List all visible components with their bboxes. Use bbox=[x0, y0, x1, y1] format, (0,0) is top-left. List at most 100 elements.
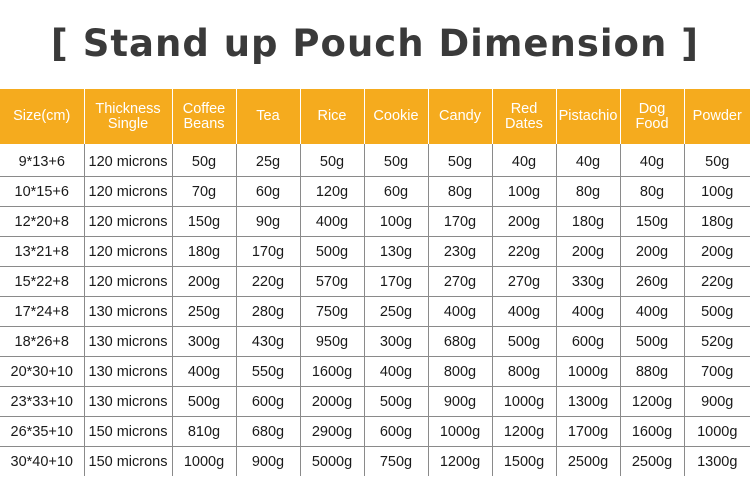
table-row: 30*40+10 150 microns 1000g 900g 5000g 750g 120… bbox=[0, 446, 750, 476]
cell-tea: 25g bbox=[236, 144, 301, 177]
cell-tea: 900g bbox=[236, 446, 301, 476]
cell-red-dates: 500g bbox=[492, 326, 557, 357]
column-header-red-dates: Red Dates bbox=[491, 89, 556, 144]
cell-rice: 400g bbox=[300, 206, 365, 237]
cell-coffee-beans: 300g bbox=[172, 326, 237, 357]
cell-powder: 500g bbox=[684, 296, 750, 327]
cell-thickness-single: 120 microns bbox=[84, 144, 173, 177]
cell-candy: 50g bbox=[428, 144, 493, 177]
cell-cookie: 250g bbox=[364, 296, 429, 327]
column-header-dog-food: Dog Food bbox=[619, 89, 684, 144]
cell-rice: 2000g bbox=[300, 386, 365, 417]
dimension-table: Size(cm) Thickness Single Coffee Beans Tea R… bbox=[0, 89, 750, 476]
cell-dog-food: 880g bbox=[620, 356, 685, 387]
cell-size: 10*15+6 bbox=[0, 176, 85, 207]
cell-powder: 100g bbox=[684, 176, 750, 207]
cell-rice: 750g bbox=[300, 296, 365, 327]
column-header-coffee-beans: Coffee Beans bbox=[171, 89, 236, 144]
cell-size: 30*40+10 bbox=[0, 446, 85, 476]
cell-candy: 170g bbox=[428, 206, 493, 237]
cell-cookie: 600g bbox=[364, 416, 429, 447]
cell-dog-food: 80g bbox=[620, 176, 685, 207]
cell-dog-food: 2500g bbox=[620, 446, 685, 476]
cell-rice: 50g bbox=[300, 144, 365, 177]
cell-coffee-beans: 50g bbox=[172, 144, 237, 177]
cell-tea: 170g bbox=[236, 236, 301, 267]
table-row: 12*20+8 120 microns 150g 90g 400g 100g 170g 200… bbox=[0, 206, 750, 237]
cell-coffee-beans: 400g bbox=[172, 356, 237, 387]
cell-pistachio: 400g bbox=[556, 296, 621, 327]
cell-dog-food: 260g bbox=[620, 266, 685, 297]
cell-cookie: 100g bbox=[364, 206, 429, 237]
cell-size: 15*22+8 bbox=[0, 266, 85, 297]
cell-cookie: 300g bbox=[364, 326, 429, 357]
cell-candy: 1000g bbox=[428, 416, 493, 447]
cell-coffee-beans: 810g bbox=[172, 416, 237, 447]
cell-thickness-single: 130 microns bbox=[84, 326, 173, 357]
table-row: 15*22+8 120 microns 200g 220g 570g 170g 270g 27… bbox=[0, 266, 750, 297]
cell-size: 9*13+6 bbox=[0, 144, 85, 177]
cell-red-dates: 400g bbox=[492, 296, 557, 327]
cell-candy: 270g bbox=[428, 266, 493, 297]
cell-red-dates: 100g bbox=[492, 176, 557, 207]
cell-pistachio: 1700g bbox=[556, 416, 621, 447]
cell-thickness-single: 120 microns bbox=[84, 236, 173, 267]
cell-tea: 430g bbox=[236, 326, 301, 357]
table-row: 9*13+6 120 microns 50g 25g 50g 50g 50g 40g 40g 40… bbox=[0, 144, 750, 177]
cell-rice: 2900g bbox=[300, 416, 365, 447]
cell-coffee-beans: 180g bbox=[172, 236, 237, 267]
cell-size: 18*26+8 bbox=[0, 326, 85, 357]
cell-red-dates: 200g bbox=[492, 206, 557, 237]
cell-dog-food: 200g bbox=[620, 236, 685, 267]
cell-cookie: 170g bbox=[364, 266, 429, 297]
cell-candy: 900g bbox=[428, 386, 493, 417]
table-row: 26*35+10 150 microns 810g 680g 2900g 600g 1000… bbox=[0, 416, 750, 447]
cell-candy: 400g bbox=[428, 296, 493, 327]
cell-coffee-beans: 1000g bbox=[172, 446, 237, 476]
cell-candy: 680g bbox=[428, 326, 493, 357]
cell-thickness-single: 130 microns bbox=[84, 296, 173, 327]
cell-powder: 200g bbox=[684, 236, 750, 267]
cell-pistachio: 180g bbox=[556, 206, 621, 237]
cell-powder: 900g bbox=[684, 386, 750, 417]
cell-thickness-single: 150 microns bbox=[84, 416, 173, 447]
cell-thickness-single: 130 microns bbox=[84, 386, 173, 417]
cell-red-dates: 1000g bbox=[492, 386, 557, 417]
cell-red-dates: 220g bbox=[492, 236, 557, 267]
cell-powder: 220g bbox=[684, 266, 750, 297]
cell-red-dates: 800g bbox=[492, 356, 557, 387]
table-row: 13*21+8 120 microns 180g 170g 500g 130g 230g 22… bbox=[0, 236, 750, 267]
cell-pistachio: 2500g bbox=[556, 446, 621, 476]
cell-rice: 950g bbox=[300, 326, 365, 357]
cell-cookie: 400g bbox=[364, 356, 429, 387]
cell-pistachio: 80g bbox=[556, 176, 621, 207]
cell-red-dates: 1500g bbox=[492, 446, 557, 476]
cell-size: 13*21+8 bbox=[0, 236, 85, 267]
column-header-candy: Candy bbox=[427, 89, 492, 144]
cell-cookie: 60g bbox=[364, 176, 429, 207]
cell-dog-food: 40g bbox=[620, 144, 685, 177]
cell-thickness-single: 150 microns bbox=[84, 446, 173, 476]
cell-red-dates: 270g bbox=[492, 266, 557, 297]
column-header-pistachio: Pistachio bbox=[555, 89, 620, 144]
column-header-powder: Powder bbox=[683, 89, 750, 144]
cell-red-dates: 1200g bbox=[492, 416, 557, 447]
table-row: 10*15+6 120 microns 70g 60g 120g 60g 80g 100g 80… bbox=[0, 176, 750, 207]
cell-tea: 60g bbox=[236, 176, 301, 207]
cell-dog-food: 1600g bbox=[620, 416, 685, 447]
page-title: [ Stand up Pouch Dimension ] bbox=[50, 22, 700, 65]
cell-tea: 680g bbox=[236, 416, 301, 447]
cell-pistachio: 1000g bbox=[556, 356, 621, 387]
cell-thickness-single: 130 microns bbox=[84, 356, 173, 387]
cell-powder: 1300g bbox=[697, 453, 738, 470]
cell-powder: 50g bbox=[684, 144, 750, 177]
cell-pistachio: 330g bbox=[556, 266, 621, 297]
cell-dog-food: 1200g bbox=[620, 386, 685, 417]
cell-size: 26*35+10 bbox=[0, 416, 85, 447]
cell-rice: 1600g bbox=[300, 356, 365, 387]
cell-size: 17*24+8 bbox=[0, 296, 85, 327]
table-header-row: Size(cm) Thickness Single Coffee Beans Tea R… bbox=[0, 89, 750, 144]
cell-size: 20*30+10 bbox=[0, 356, 85, 387]
cell-size: 23*33+10 bbox=[0, 386, 85, 417]
column-header-thickness-single: Thickness Single bbox=[83, 89, 172, 144]
